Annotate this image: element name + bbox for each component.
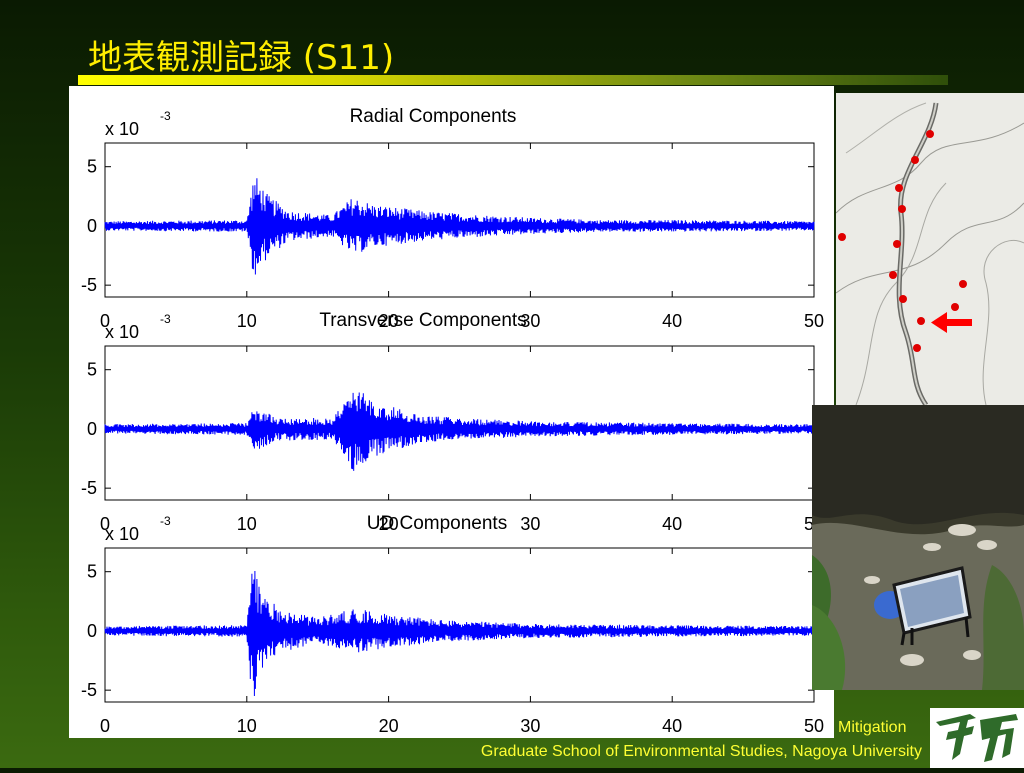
- x-tick-label: 40: [662, 514, 682, 534]
- x-tick-label: 50: [804, 716, 824, 736]
- x-tick-label: 30: [520, 514, 540, 534]
- site-photo-image: [812, 405, 1024, 690]
- x-tick-label: 30: [520, 716, 540, 736]
- footer-text-line2: Graduate School of Environmental Studies…: [480, 743, 922, 760]
- x-tick-label: 0: [100, 716, 110, 736]
- y-tick-label: 5: [87, 562, 97, 582]
- x-tick-label: 10: [237, 514, 257, 534]
- university-logo-icon: [930, 708, 1024, 768]
- exponent-label: x 10: [105, 322, 139, 342]
- site-photo-svg: [812, 405, 1024, 690]
- waveform-trace: [104, 392, 815, 471]
- station-map-svg: [835, 93, 1024, 407]
- waveform-trace: [104, 570, 815, 697]
- x-tick-label: 30: [520, 311, 540, 331]
- y-tick-label: -5: [81, 680, 97, 700]
- x-tick-label: 0: [100, 311, 110, 331]
- x-tick-label: 20: [379, 514, 399, 534]
- title-underline: [78, 75, 948, 85]
- arrow-icon: [931, 312, 972, 333]
- y-tick-label: 0: [87, 419, 97, 439]
- x-tick-label: 10: [237, 311, 257, 331]
- waveform-trace: [104, 178, 815, 275]
- station-map-image: [835, 93, 1024, 407]
- exponent-value: -3: [160, 312, 171, 326]
- footer-text-line1: Mitigation: [838, 719, 907, 736]
- station-markers: [838, 130, 967, 352]
- seismogram-svg: Radial Components x 10 -3 50-50 10 20 30 40 5…: [81, 106, 824, 736]
- y-tick-label: 0: [87, 621, 97, 641]
- ud-chart: x 10 -3 50-50 10 20 30 40 50 UD Components: [81, 513, 824, 736]
- radial-chart: Radial Components x 10 -3 50-50 10 20 30 40 5…: [81, 106, 824, 331]
- y-tick-label: -5: [81, 275, 97, 295]
- x-tick-label: 20: [379, 716, 399, 736]
- exponent-label: x 10: [105, 119, 139, 139]
- x-tick-label: 50: [804, 311, 824, 331]
- exponent-value: -3: [160, 109, 171, 123]
- plot-frame: [104, 142, 815, 298]
- x-tick-label: 0: [100, 514, 110, 534]
- y-tick-label: 5: [87, 360, 97, 380]
- x-tick-label: 40: [662, 311, 682, 331]
- chart-title: Radial Components: [350, 106, 517, 127]
- y-tick-label: 0: [87, 216, 97, 236]
- x-tick-label: 10: [237, 716, 257, 736]
- chart-title: UD Components: [367, 513, 507, 534]
- x-tick-label: 40: [662, 716, 682, 736]
- solar-panel-icon: [892, 566, 972, 646]
- ud-plot-area: 50-50 10 20 30 40 50: [81, 547, 824, 736]
- x-tick-label: 20: [379, 311, 399, 331]
- university-logo: [930, 708, 1024, 768]
- exponent-value: -3: [160, 514, 171, 528]
- y-tick-label: -5: [81, 478, 97, 498]
- y-tick-label: 5: [87, 157, 97, 177]
- slide-title: 地表観測記録 (S11): [88, 38, 395, 78]
- radial-plot-area: 50-50 10 20 30 40 50: [81, 142, 824, 331]
- chart-title: Transverse Components: [319, 310, 526, 331]
- exponent-label: x 10: [105, 524, 139, 544]
- seismogram-figure: Radial Components x 10 -3 5 0 -5 0 10 20 30 40 5…: [69, 86, 834, 738]
